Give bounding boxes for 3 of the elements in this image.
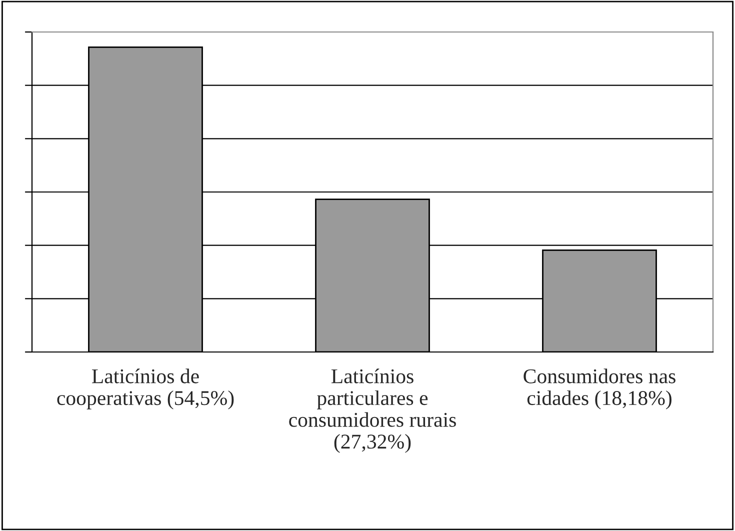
x-tick-label: Laticínios particulares e consumidores rurais (27,32%) [289,368,456,453]
x-tick-label: Laticínios de cooperativas (54,5%) [57,368,234,410]
x-tick-label: Consumidores nas cidades (18,18%) [524,368,676,410]
